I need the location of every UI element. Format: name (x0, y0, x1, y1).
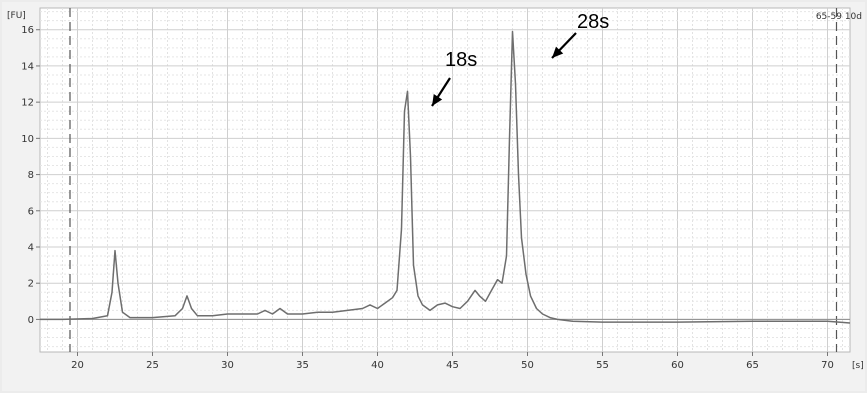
y-axis-unit-label: [FU] (7, 11, 26, 21)
y-tick-label: 2 (28, 279, 34, 290)
x-tick-label: 50 (521, 360, 534, 371)
peak-annotation-label: 18s (445, 49, 477, 71)
x-tick-label: 65 (746, 360, 759, 371)
x-tick-label: 40 (371, 360, 384, 371)
x-tick-label: 60 (671, 360, 684, 371)
x-axis-unit-label: [s] (852, 361, 864, 371)
x-tick-label: 30 (221, 360, 234, 371)
x-tick-label: 45 (446, 360, 459, 371)
y-tick-label: 4 (28, 242, 34, 253)
annotation-arrow-head (552, 46, 564, 58)
y-tick-label: 6 (28, 206, 34, 217)
y-tick-label: 16 (21, 25, 34, 36)
x-tick-label: 70 (821, 360, 834, 371)
y-tick-label: 14 (21, 61, 34, 72)
x-tick-label: 20 (71, 360, 84, 371)
y-tick-label: 8 (28, 170, 34, 181)
trace-line (40, 30, 851, 324)
x-tick-label: 25 (146, 360, 159, 371)
peak-annotation-label: 28s (577, 11, 609, 33)
sample-id-label: 65-59 10d (816, 12, 862, 22)
y-tick-label: 10 (21, 134, 34, 145)
x-tick-label: 55 (596, 360, 609, 371)
y-tick-label: 0 (28, 315, 34, 326)
annotation-arrow-head (432, 94, 443, 106)
y-tick-label: 12 (21, 98, 34, 109)
plot-area (39, 7, 851, 353)
x-tick-label: 35 (296, 360, 309, 371)
